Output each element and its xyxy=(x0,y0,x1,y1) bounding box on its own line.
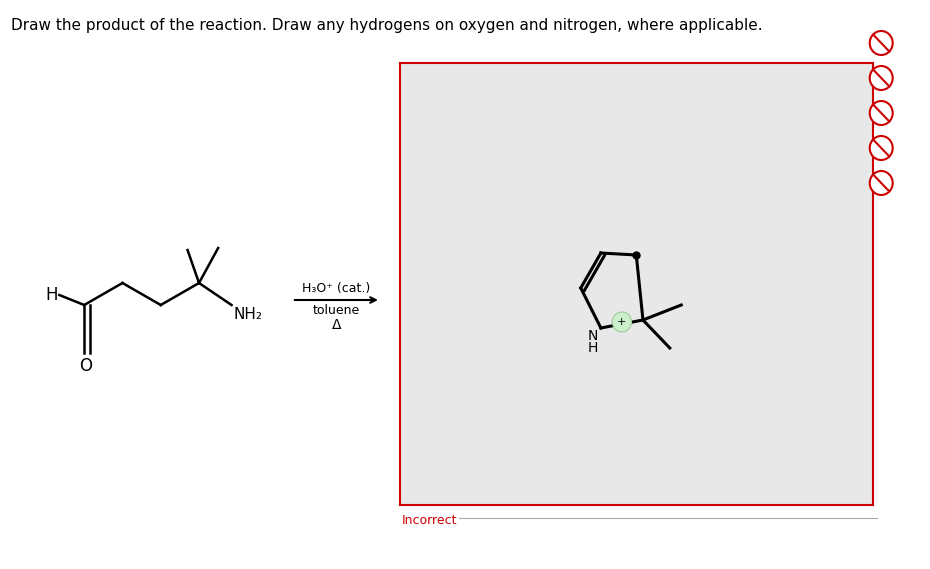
Circle shape xyxy=(612,312,631,332)
Circle shape xyxy=(870,66,893,90)
Circle shape xyxy=(870,31,893,55)
Text: H: H xyxy=(45,286,58,304)
Circle shape xyxy=(870,171,893,195)
Text: Draw the product of the reaction. Draw any hydrogens on oxygen and nitrogen, whe: Draw the product of the reaction. Draw a… xyxy=(11,18,764,33)
Text: H₃O⁺ (cat.): H₃O⁺ (cat.) xyxy=(302,282,370,295)
Text: H: H xyxy=(588,341,598,355)
Text: O: O xyxy=(79,357,92,375)
Text: +: + xyxy=(618,317,627,327)
Text: Δ: Δ xyxy=(332,318,341,332)
Text: NH₂: NH₂ xyxy=(233,307,262,322)
Bar xyxy=(400,63,872,505)
Text: N: N xyxy=(588,329,598,343)
Circle shape xyxy=(870,101,893,125)
Text: Incorrect: Incorrect xyxy=(402,514,458,527)
Circle shape xyxy=(870,136,893,160)
Text: toluene: toluene xyxy=(312,304,360,317)
